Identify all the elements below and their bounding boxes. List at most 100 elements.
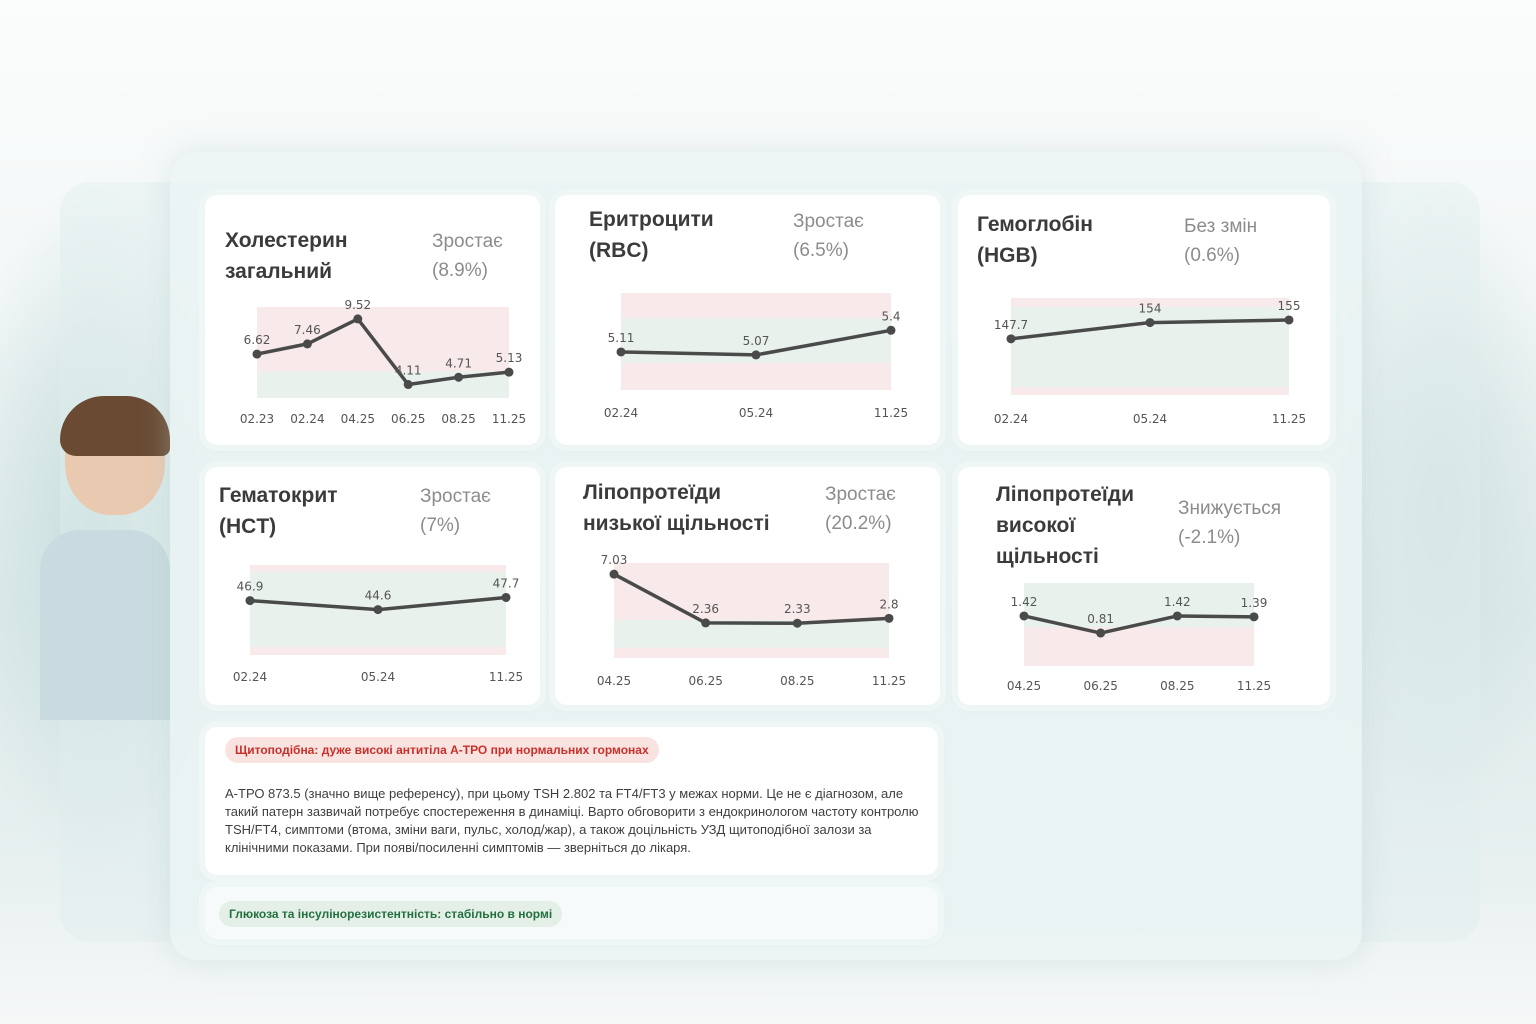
x-tick-label: 02.24 — [994, 412, 1028, 426]
trend-label: Зростає (8.9%) — [432, 231, 503, 281]
data-point[interactable] — [403, 380, 413, 390]
chart-title: Гематокрит (HCT) — [219, 484, 338, 538]
out-of-range-band — [621, 362, 891, 390]
thyroid-alert-card: Щитоподібна: дуже високі антитіла А-ТРО … — [205, 727, 938, 875]
data-point[interactable] — [1145, 318, 1155, 328]
data-point[interactable] — [245, 596, 255, 606]
data-label: 2.8 — [879, 597, 898, 611]
data-label: 155 — [1278, 299, 1301, 313]
x-tick-label: 02.23 — [240, 412, 274, 426]
x-tick-label: 05.24 — [739, 406, 773, 420]
chart-card[interactable]: 5.11 5.07 5.4 02.24 05.24 11.25 Еритроцити (RB… — [555, 195, 940, 445]
data-point[interactable] — [884, 613, 894, 623]
x-tick-label: 05.24 — [361, 670, 395, 684]
chart-title: Еритроцити (RBC) — [589, 208, 714, 262]
chart-card[interactable]: 1.42 0.81 1.42 1.39 04.25 06.25 08.25 11.25 Ліпо… — [958, 467, 1330, 705]
line-chart: 1.42 0.81 1.42 1.39 04.25 06.25 08.25 11.25 — [1007, 583, 1271, 693]
out-of-range-band — [614, 563, 889, 620]
chart-card[interactable]: 7.03 2.36 2.33 2.8 04.25 06.25 08.25 11.25 Ліпоп… — [555, 467, 940, 705]
out-of-range-band — [621, 293, 891, 319]
data-point[interactable] — [454, 372, 464, 382]
x-tick-label: 04.25 — [1007, 679, 1041, 693]
data-label: 9.52 — [344, 298, 371, 312]
x-tick-label: 06.25 — [1083, 679, 1117, 693]
data-point[interactable] — [504, 367, 514, 377]
x-tick-label: 11.25 — [1272, 412, 1306, 426]
x-tick-label: 05.24 — [1133, 412, 1167, 426]
data-point[interactable] — [616, 347, 626, 357]
data-label: 147.7 — [994, 318, 1028, 332]
x-tick-label: 02.24 — [290, 412, 324, 426]
thyroid-note-text: А-ТРО 873.5 (значно вище референсу), при… — [225, 786, 919, 855]
chart-card[interactable]: 6.62 7.46 9.52 4.11 4.71 5.13 02.23 02.24 04.25 0… — [205, 195, 540, 445]
trend-label: Знижується (-2.1%) — [1178, 498, 1282, 548]
x-tick-label: 04.25 — [597, 674, 631, 688]
data-point[interactable] — [373, 605, 383, 615]
series-line — [1023, 614, 1255, 635]
person-illustration — [40, 396, 170, 720]
data-point[interactable] — [501, 592, 511, 602]
data-point[interactable] — [252, 349, 262, 359]
chart-title: Ліпопротеїди низької щільності — [583, 481, 770, 535]
data-label: 7.03 — [601, 553, 628, 567]
line-chart: 5.11 5.07 5.4 02.24 05.24 11.25 — [604, 293, 908, 420]
data-label: 6.62 — [244, 333, 271, 347]
trend-label: Зростає (7%) — [420, 486, 491, 536]
out-of-range-band — [1011, 298, 1289, 307]
data-label: 4.71 — [445, 356, 472, 370]
out-of-range-band — [250, 565, 506, 573]
glucose-status-badge: Глюкоза та інсулінорезистентність: стабі… — [219, 901, 563, 927]
data-point[interactable] — [792, 618, 802, 628]
x-tick-label: 08.25 — [441, 412, 475, 426]
data-point[interactable] — [1019, 611, 1029, 621]
out-of-range-band — [257, 307, 509, 372]
line-chart: 46.9 44.6 47.7 02.24 05.24 11.25 — [233, 565, 523, 684]
data-label: 46.9 — [237, 580, 264, 594]
data-label: 1.39 — [1241, 596, 1268, 610]
data-point[interactable] — [353, 314, 363, 324]
x-tick-label: 08.25 — [780, 674, 814, 688]
data-point[interactable] — [302, 339, 312, 349]
data-point[interactable] — [1249, 612, 1259, 622]
x-tick-label: 11.25 — [1237, 679, 1271, 693]
x-tick-label: 06.25 — [391, 412, 425, 426]
data-label: 5.07 — [743, 334, 770, 348]
data-point[interactable] — [1284, 315, 1294, 325]
data-label: 1.42 — [1011, 595, 1038, 609]
data-point[interactable] — [609, 569, 619, 579]
data-point[interactable] — [701, 618, 711, 628]
normal-range-band — [1024, 583, 1254, 627]
x-tick-label: 11.25 — [872, 674, 906, 688]
data-label: 44.6 — [365, 589, 392, 603]
data-label: 7.46 — [294, 323, 321, 337]
x-tick-label: 06.25 — [688, 674, 722, 688]
x-tick-label: 02.24 — [604, 406, 638, 420]
series-line — [613, 572, 890, 625]
glucose-alert-card[interactable]: Глюкоза та інсулінорезистентність: стабі… — [205, 887, 938, 939]
data-label: 5.4 — [881, 309, 900, 323]
data-label: 1.42 — [1164, 595, 1191, 609]
out-of-range-band — [250, 646, 506, 655]
chart-card[interactable]: 46.9 44.6 47.7 02.24 05.24 11.25 Гематокрит (H… — [205, 467, 540, 705]
data-label: 5.13 — [496, 351, 523, 365]
data-label: 154 — [1139, 302, 1162, 316]
data-label: 4.11 — [395, 364, 422, 378]
x-tick-label: 02.24 — [233, 670, 267, 684]
out-of-range-band — [1024, 626, 1254, 666]
thyroid-status-badge: Щитоподібна: дуже високі антитіла А-ТРО … — [225, 737, 659, 763]
line-chart: 6.62 7.46 9.52 4.11 4.71 5.13 02.23 02.24 04.25 0… — [240, 298, 526, 426]
x-tick-label: 11.25 — [489, 670, 523, 684]
out-of-range-band — [1011, 387, 1289, 395]
trend-label: Зростає (20.2%) — [825, 484, 896, 534]
chart-card[interactable]: 147.7 154 155 02.24 05.24 11.25 Гемоглобін (HG… — [958, 195, 1330, 445]
data-point[interactable] — [1096, 628, 1106, 638]
data-label: 47.7 — [493, 576, 520, 590]
data-point[interactable] — [1006, 334, 1016, 344]
data-point[interactable] — [1172, 611, 1182, 621]
data-point[interactable] — [886, 325, 896, 335]
x-tick-label: 11.25 — [874, 406, 908, 420]
trend-label: Зростає (6.5%) — [793, 211, 864, 261]
line-chart: 147.7 154 155 02.24 05.24 11.25 — [994, 298, 1306, 426]
trend-label: Без змін (0.6%) — [1184, 216, 1258, 266]
data-point[interactable] — [751, 350, 761, 360]
